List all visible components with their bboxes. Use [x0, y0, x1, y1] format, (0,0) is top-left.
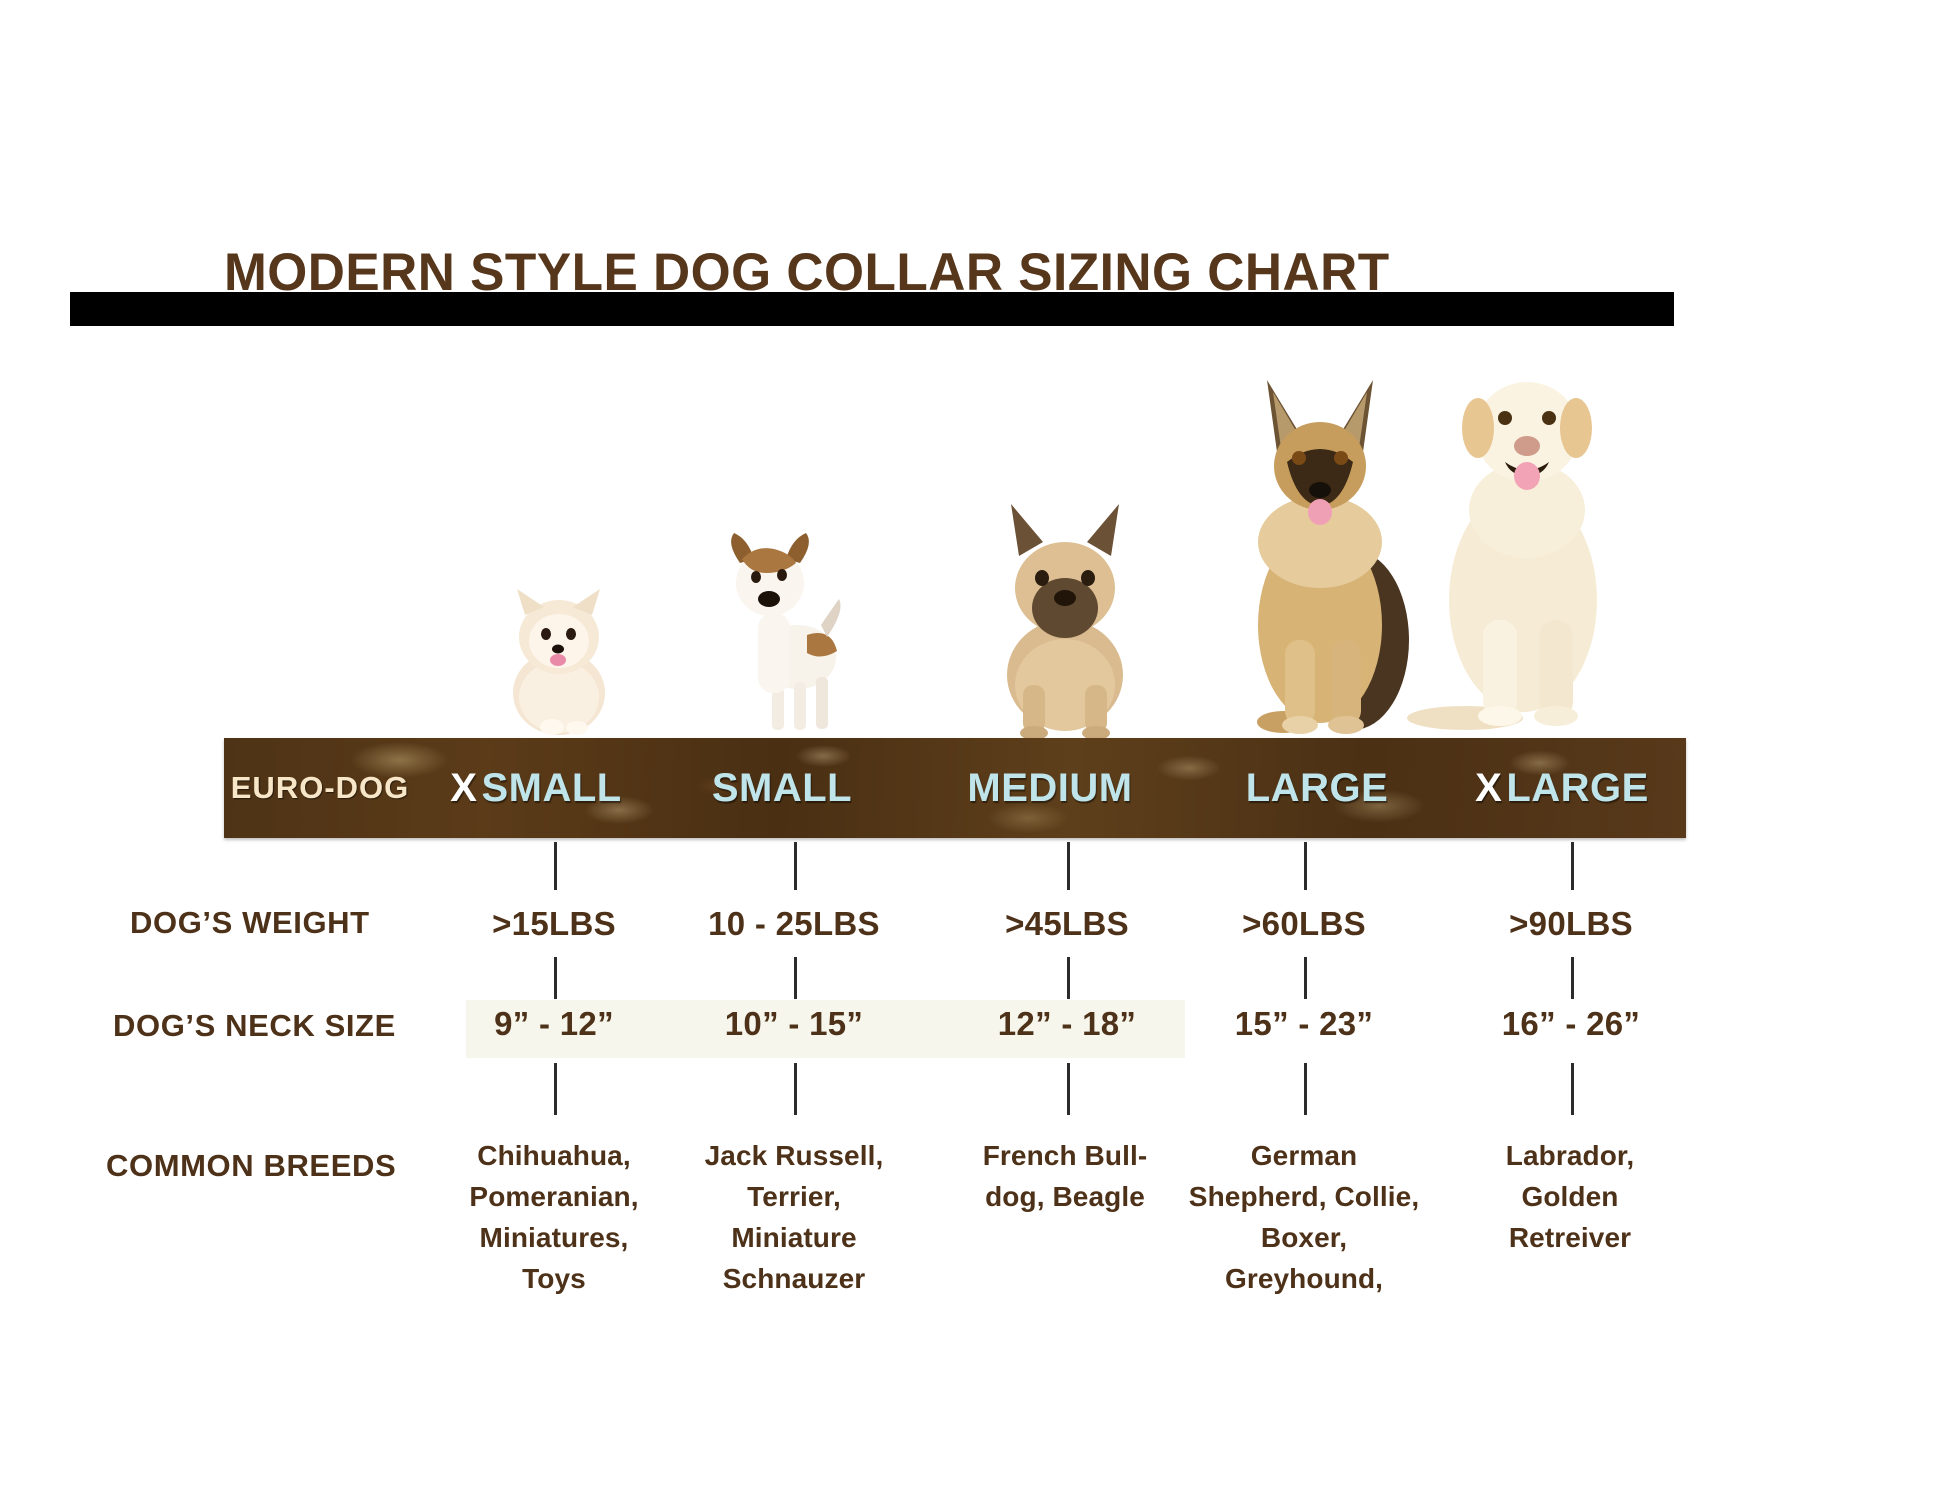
title-underline-rule — [70, 292, 1674, 326]
row-label-dogs-neck-size: DOG’S NECK SIZE — [113, 1008, 396, 1043]
connector-tick — [1571, 1063, 1574, 1115]
size-word: MEDIUM — [967, 765, 1133, 810]
cell-weight-xlarge: >90LBS — [1509, 905, 1633, 942]
cell-neck-small: 10” - 15” — [724, 1005, 864, 1042]
dog-photo-labrador-retriever — [1405, 350, 1635, 740]
x-prefix-icon: X — [450, 765, 478, 810]
dog-photo-jack-russell-terrier — [712, 525, 852, 740]
size-label-xlarge: X LARGE — [1475, 766, 1649, 811]
connector-tick — [1067, 957, 1070, 999]
connector-tick — [1067, 1063, 1070, 1115]
size-word: LARGE — [1245, 765, 1389, 810]
band-cell-small: SMALL — [656, 738, 904, 838]
row-label-dogs-weight: DOG’S WEIGHT — [130, 905, 370, 940]
band-cell-xlarge: X LARGE — [1438, 738, 1686, 838]
x-prefix-icon: X — [1475, 765, 1503, 810]
band-cell-xsmall: X SMALL — [416, 738, 656, 838]
connector-tick — [1067, 842, 1070, 890]
cell-breeds-xsmall: Chihuahua, Pomeranian, Miniatures, Toys — [469, 1140, 639, 1295]
band-cell-large: LARGE — [1192, 738, 1438, 838]
dog-photo-german-shepherd — [1225, 370, 1415, 740]
connector-tick — [554, 1063, 557, 1115]
size-band: EURO-DOG X SMALL SMALL MEDIUM LARGE X LARG… — [224, 738, 1686, 838]
connector-tick — [794, 1063, 797, 1115]
cell-breeds-large: German Shepherd, Collie, Boxer, Greyhoun… — [1188, 1140, 1420, 1295]
cell-neck-large: 15” - 23” — [1234, 1005, 1374, 1042]
connector-tick — [554, 842, 557, 890]
dog-photo-pomeranian — [497, 575, 622, 740]
cell-breeds-xlarge: Labrador, Golden Retreiver — [1505, 1140, 1635, 1254]
size-label-small: SMALL — [708, 766, 852, 811]
cell-breeds-medium: French Bull-dog, Beagle — [982, 1140, 1148, 1213]
euro-dog-label: EURO-DOG — [230, 770, 410, 805]
row-label-common-breeds: COMMON BREEDS — [106, 1148, 397, 1183]
size-word: SMALL — [481, 765, 622, 810]
dog-photo-french-bulldog — [985, 490, 1145, 740]
size-word: LARGE — [1506, 765, 1649, 810]
cell-weight-large: >60LBS — [1242, 905, 1366, 942]
size-label-large: LARGE — [1242, 766, 1389, 811]
connector-tick — [794, 957, 797, 999]
cell-weight-xsmall: >15LBS — [492, 905, 616, 942]
size-label-medium: MEDIUM — [963, 766, 1132, 811]
size-word: SMALL — [711, 765, 853, 810]
cell-neck-xsmall: 9” - 12” — [494, 1005, 614, 1042]
cell-neck-medium: 12” - 18” — [997, 1005, 1137, 1042]
cell-breeds-small: Jack Russell, Terrier, Miniature Schnauz… — [704, 1140, 884, 1295]
connector-tick — [1571, 842, 1574, 890]
neck-row-highlight — [466, 1000, 1185, 1058]
dog-photo-row — [0, 330, 1946, 740]
cell-weight-small: 10 - 25LBS — [708, 905, 880, 942]
connector-tick — [1304, 1063, 1307, 1115]
connector-tick — [554, 957, 557, 999]
connector-tick — [1571, 957, 1574, 999]
cell-weight-medium: >45LBS — [1005, 905, 1129, 942]
cell-neck-xlarge: 16” - 26” — [1501, 1005, 1641, 1042]
size-label-xsmall: X SMALL — [450, 766, 621, 811]
connector-tick — [1304, 957, 1307, 999]
band-cell-euro-dog: EURO-DOG — [224, 738, 416, 838]
connector-tick — [794, 842, 797, 890]
band-cell-medium: MEDIUM — [904, 738, 1192, 838]
connector-tick — [1304, 842, 1307, 890]
